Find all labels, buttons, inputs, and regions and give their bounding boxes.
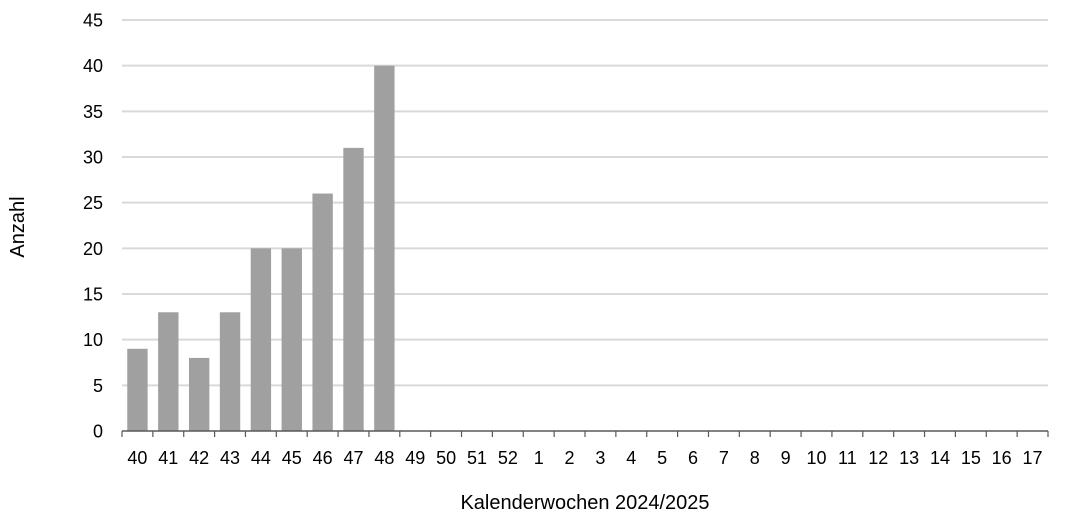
y-tick-label: 10 bbox=[83, 330, 103, 350]
bar-48 bbox=[374, 65, 395, 432]
y-tick-label: 0 bbox=[93, 422, 103, 442]
y-tick-label: 5 bbox=[93, 376, 103, 396]
x-tick-labels: 40 41 42 43 44 45 46 47 48 49 50 51 52 1 2 3 4 5 6 7 8 9 10 11 1… bbox=[127, 448, 1042, 468]
y-tick-label: 15 bbox=[83, 285, 103, 305]
bar-43 bbox=[219, 312, 241, 431]
x-tick-label: 40 bbox=[127, 448, 147, 468]
x-tick-label: 42 bbox=[189, 448, 209, 468]
x-axis-label: Kalenderwochen 2024/2025 bbox=[460, 492, 709, 514]
y-tick-label: 45 bbox=[83, 11, 103, 31]
y-tick-label: 30 bbox=[83, 148, 103, 168]
x-tick-label: 17 bbox=[1023, 448, 1043, 468]
x-tick-label: 4 bbox=[626, 448, 636, 468]
x-tick-label: 44 bbox=[251, 448, 271, 468]
x-tick-label: 15 bbox=[961, 448, 981, 468]
y-tick-label: 25 bbox=[83, 193, 103, 213]
x-tick-label: 8 bbox=[750, 448, 760, 468]
x-tick-label: 14 bbox=[930, 448, 950, 468]
x-tick-label: 52 bbox=[498, 448, 518, 468]
bar-42 bbox=[188, 357, 210, 431]
bar-44 bbox=[250, 248, 272, 431]
x-tick-label: 10 bbox=[806, 448, 826, 468]
x-tick-label: 47 bbox=[343, 448, 363, 468]
x-tick-label: 6 bbox=[688, 448, 698, 468]
y-tick-label: 35 bbox=[83, 102, 103, 122]
x-tick-label: 41 bbox=[158, 448, 178, 468]
bar-40 bbox=[127, 348, 148, 431]
x-tick-label: 51 bbox=[467, 448, 487, 468]
y-axis-label: Anzahl bbox=[7, 196, 29, 257]
x-tick-label: 13 bbox=[899, 448, 919, 468]
x-tick-label: 48 bbox=[374, 448, 394, 468]
x-tick-label: 1 bbox=[534, 448, 544, 468]
bar-46 bbox=[312, 193, 333, 431]
x-tick-label: 46 bbox=[313, 448, 333, 468]
x-tick-label: 9 bbox=[781, 448, 791, 468]
x-tick-label: 16 bbox=[992, 448, 1012, 468]
axes bbox=[121, 430, 1049, 437]
bars bbox=[127, 65, 395, 432]
x-tick-label: 5 bbox=[657, 448, 667, 468]
bar-45 bbox=[281, 248, 302, 431]
x-tick-label: 50 bbox=[436, 448, 456, 468]
y-tick-labels: 0 5 10 15 20 25 30 35 40 45 bbox=[83, 11, 103, 442]
y-tick-label: 40 bbox=[83, 56, 103, 76]
y-tick-label: 20 bbox=[83, 239, 103, 259]
x-tick-label: 2 bbox=[565, 448, 575, 468]
x-tick-label: 43 bbox=[220, 448, 240, 468]
bar-41 bbox=[158, 312, 179, 431]
x-tick-label: 7 bbox=[719, 448, 729, 468]
x-tick-label: 49 bbox=[405, 448, 425, 468]
gridlines bbox=[122, 19, 1048, 387]
x-tick-label: 12 bbox=[868, 448, 888, 468]
x-tick-label: 11 bbox=[838, 448, 857, 468]
x-tick-label: 45 bbox=[282, 448, 302, 468]
bar-47 bbox=[343, 147, 364, 431]
x-tick-label: 3 bbox=[595, 448, 605, 468]
